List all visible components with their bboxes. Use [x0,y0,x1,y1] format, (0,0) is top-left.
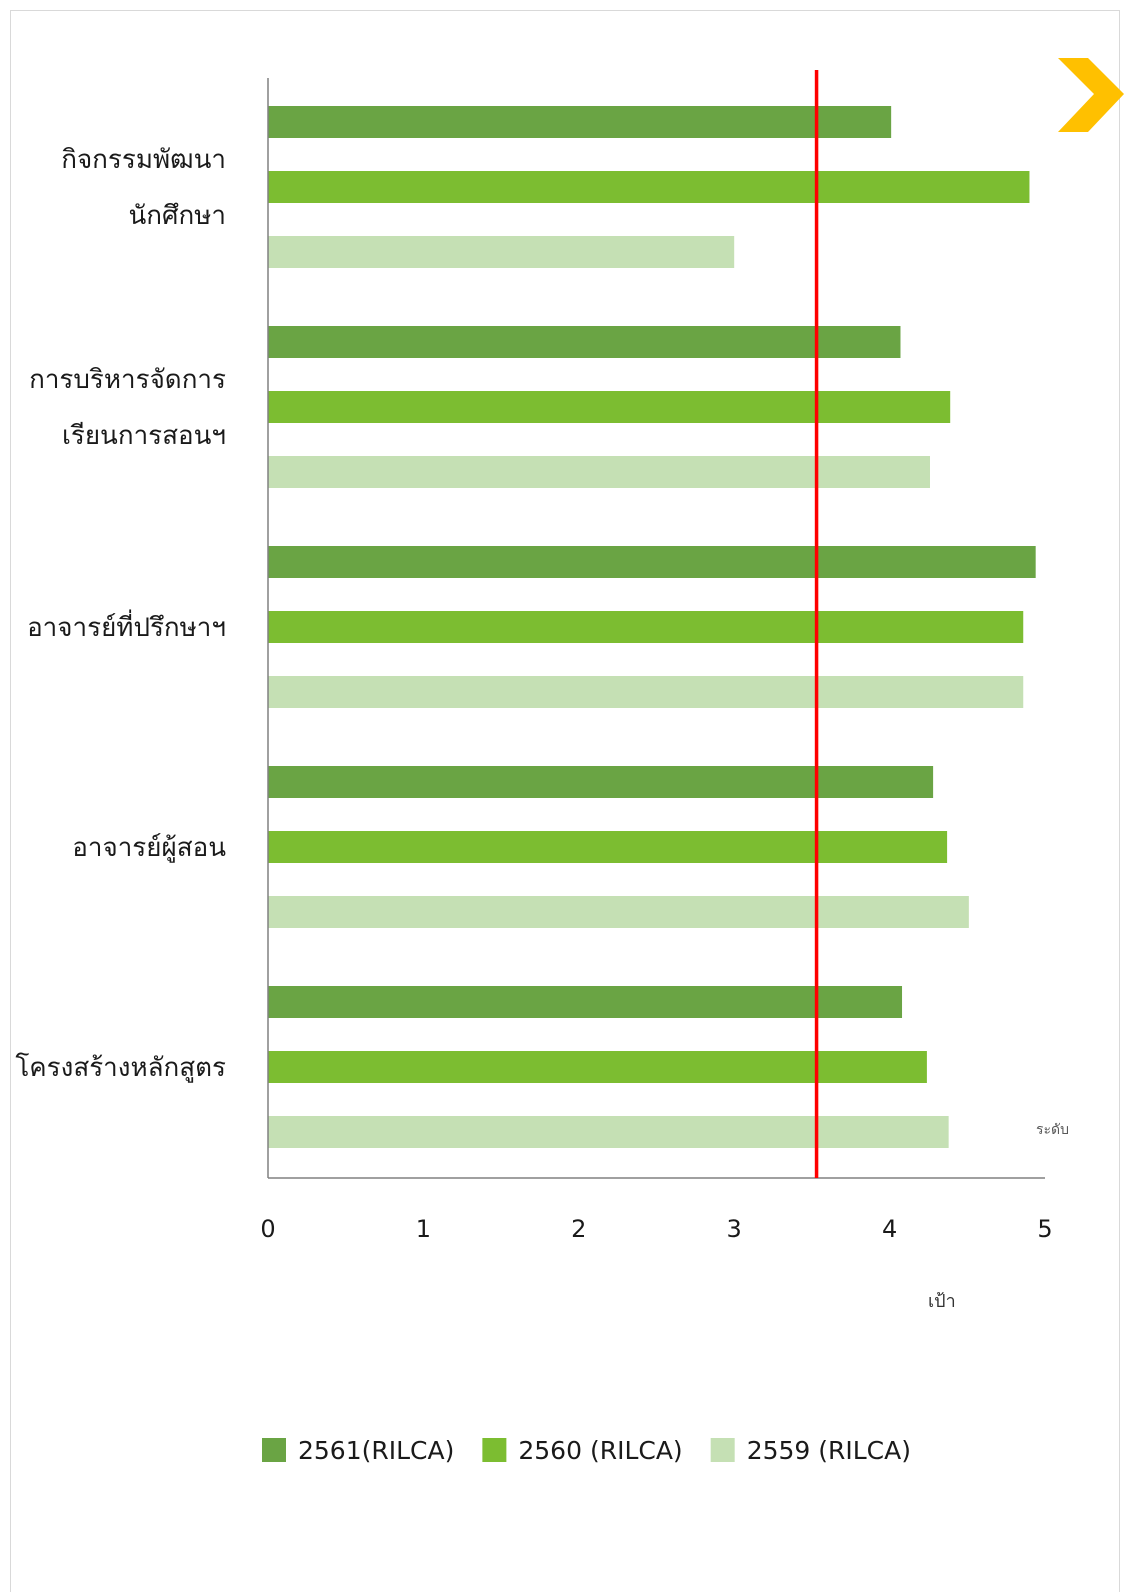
bar [268,611,1024,643]
category-label: นักศึกษา [129,201,227,231]
category-label: เรียนการสอนฯ [62,421,226,451]
x-tick-label: 4 [882,1215,897,1243]
target-label: เป้า [928,1291,956,1312]
bar [268,986,903,1018]
x-tick-labels: 0 1 2 3 4 5 [260,1215,1052,1243]
legend: 2561(RILCA) 2560 (RILCA) 2559 (RILCA) [262,1436,911,1465]
bar [268,106,892,138]
bar [268,391,951,423]
bar [268,546,1036,578]
bar [268,676,1024,708]
bar [268,766,934,798]
bar [268,831,948,863]
legend-label: 2560 (RILCA) [518,1436,682,1465]
category-label: อาจารย์ผู้สอน [72,833,226,863]
x-tick-label: 0 [260,1215,275,1243]
bar [268,326,901,358]
bar [268,1051,927,1083]
level-label: ระดับ [1036,1122,1069,1138]
category-label: อาจารย์ที่ปรึกษาฯ [27,609,226,643]
category-label: กิจกรรมพัฒนา [61,145,226,175]
legend-label: 2559 (RILCA) [747,1436,911,1465]
legend-label: 2561(RILCA) [298,1436,454,1465]
x-tick-label: 1 [416,1215,431,1243]
x-tick-label: 3 [727,1215,742,1243]
bar [268,456,931,488]
bar [268,1116,949,1148]
bar [268,896,969,928]
bar [268,171,1030,203]
chart-frame [10,10,1120,1592]
legend-swatch [710,1438,735,1462]
category-labels: กิจกรรมพัฒนานักศึกษาการบริหารจัดการเรียน… [15,145,226,1083]
chevron-right-icon [1058,58,1124,132]
bars-layer [268,106,1036,1148]
category-label: การบริหารจัดการ [29,365,226,395]
legend-swatch [482,1438,507,1462]
bar [268,236,735,268]
x-tick-label: 5 [1037,1215,1052,1243]
x-tick-label: 2 [571,1215,586,1243]
category-label: โครงสร้างหลักสูตร [15,1052,226,1083]
legend-swatch [262,1438,286,1462]
